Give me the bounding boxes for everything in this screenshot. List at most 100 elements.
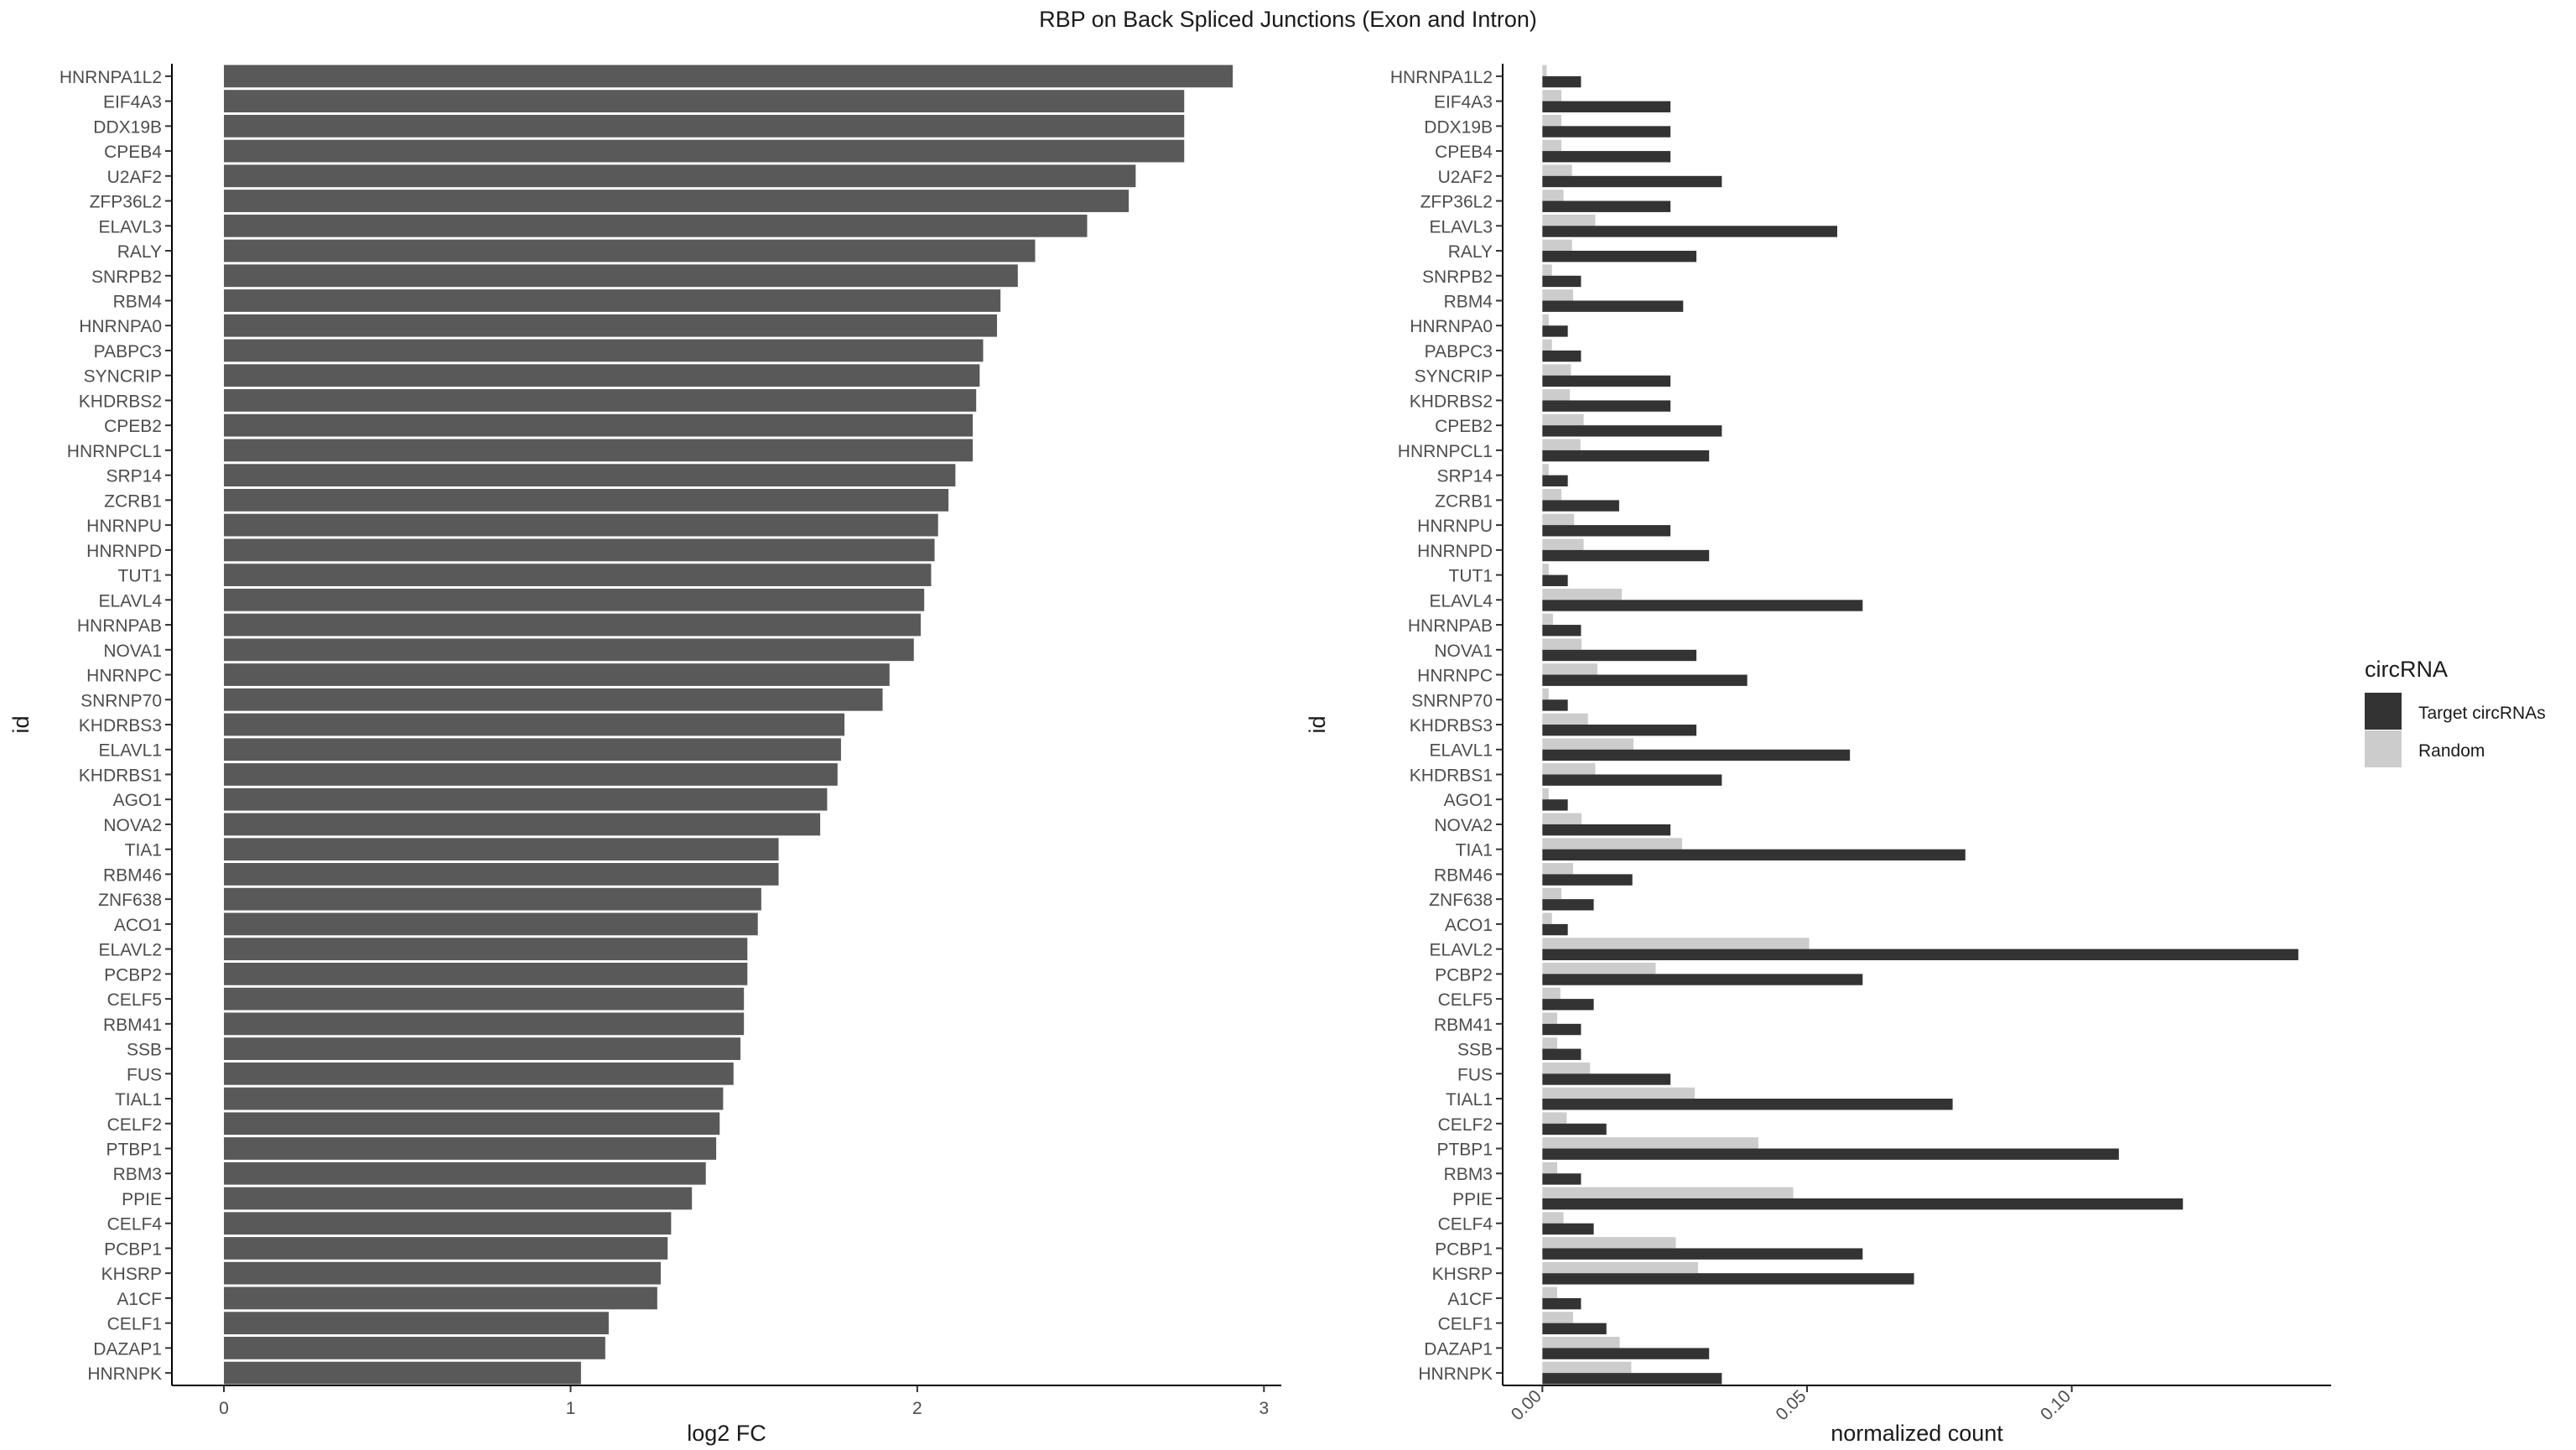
bar-target-khdrbs3	[1542, 725, 1697, 736]
y-tick-label-pabpc3: PABPC3	[1425, 342, 1493, 361]
bar-random-khdrbs1	[1542, 763, 1596, 775]
figure-title: RBP on Back Spliced Junctions (Exon and …	[1039, 7, 1537, 32]
y-tick-label-hnrnpcl1: HNRNPCL1	[1398, 442, 1493, 461]
bar-target-zcrb1	[1542, 500, 1619, 512]
bar-random-ssb	[1542, 1037, 1558, 1049]
bar-srp14	[224, 464, 956, 487]
y-tick-label-pcbp2: PCBP2	[104, 965, 162, 985]
y-tick-label-dazap1: DAZAP1	[1424, 1339, 1493, 1359]
y-tick-label-ddx19b: DDX19B	[1424, 117, 1493, 137]
y-tick-label-hnrnpu: HNRNPU	[1417, 517, 1493, 536]
bar-target-pabpc3	[1542, 350, 1581, 362]
y-tick-label-hnrnpk: HNRNPK	[87, 1364, 162, 1384]
bar-ddx19b	[224, 114, 1185, 138]
y-tick-label-elavl3: ELAVL3	[1430, 217, 1493, 236]
bar-hnrnpu	[224, 513, 938, 537]
y-tick-label-khdrbs2: KHDRBS2	[79, 392, 162, 411]
y-tick-label-a1cf: A1CF	[117, 1290, 162, 1309]
bar-random-snrnp70	[1542, 688, 1549, 700]
bar-target-elavl3	[1542, 226, 1837, 237]
bar-aco1	[224, 912, 758, 936]
bar-random-znf638	[1542, 887, 1562, 900]
y-tick-label-cpeb4: CPEB4	[104, 143, 162, 162]
bar-random-syncrip	[1542, 364, 1571, 376]
y-tick-label-tut1: TUT1	[118, 567, 163, 586]
y-tick-label-fus: FUS	[1457, 1065, 1493, 1084]
bar-random-khdrbs3	[1542, 713, 1588, 725]
legend-label-random: Random	[2418, 741, 2485, 761]
y-tick-label-syncrip: SYNCRIP	[84, 367, 162, 387]
bar-random-khdrbs2	[1542, 389, 1571, 401]
y-tick-label-rbm3: RBM3	[1444, 1165, 1493, 1184]
y-tick-label-ssb: SSB	[1457, 1041, 1493, 1060]
y-tick-label-tia1: TIA1	[125, 841, 162, 860]
bar-random-ptbp1	[1542, 1137, 1758, 1149]
bar-random-a1cf	[1542, 1286, 1558, 1298]
bar-rbm4	[224, 289, 1001, 312]
bar-target-khdrbs1	[1542, 774, 1722, 786]
bar-eif4a3	[224, 90, 1185, 112]
bar-a1cf	[224, 1286, 657, 1310]
y-tick-label-pcbp1: PCBP1	[104, 1240, 162, 1259]
x-tick-label-1: 1	[566, 1399, 576, 1418]
y-tick-label-ago1: AGO1	[113, 791, 162, 810]
bar-snrpb2	[224, 264, 1018, 288]
y-tick-label-ago1: AGO1	[1444, 791, 1493, 810]
bar-random-elavl1	[1542, 738, 1633, 750]
bar-target-hnrnpa1l2	[1542, 75, 1581, 88]
y-tick-label-cpeb4: CPEB4	[1435, 143, 1493, 162]
bar-random-hnrnpk	[1542, 1361, 1632, 1374]
bar-random-hnrnpab	[1542, 613, 1553, 626]
bar-target-aco1	[1542, 923, 1568, 936]
bar-khsrp	[224, 1261, 661, 1285]
y-tick-label-hnrnpu: HNRNPU	[86, 517, 162, 536]
bar-hnrnpa0	[224, 314, 997, 337]
bar-tia1	[224, 838, 779, 861]
bar-ptbp1	[224, 1137, 717, 1160]
bar-random-celf4	[1542, 1212, 1564, 1224]
y-tick-label-ddx19b: DDX19B	[93, 117, 162, 137]
bar-celf1	[224, 1312, 609, 1335]
bar-cpeb4	[224, 139, 1185, 163]
y-tick-label-syncrip: SYNCRIP	[1415, 367, 1493, 387]
bar-random-pcbp1	[1542, 1237, 1676, 1249]
bar-random-rbm46	[1542, 863, 1573, 875]
bar-target-znf638	[1542, 899, 1594, 911]
bar-target-khdrbs2	[1542, 400, 1671, 412]
y-tick-label-khdrbs3: KHDRBS3	[79, 716, 162, 735]
y-tick-label-cpeb2: CPEB2	[104, 417, 162, 436]
y-tick-label-a1cf: A1CF	[1447, 1290, 1493, 1309]
bar-target-u2af2	[1542, 175, 1722, 188]
x-tick-label-2: 2	[912, 1399, 922, 1418]
bar-random-hnrnpc	[1542, 663, 1598, 675]
y-tick-label-tut1: TUT1	[1449, 567, 1493, 586]
bar-random-dazap1	[1542, 1337, 1620, 1349]
right-panel-y-tick-labels: HNRNPA1L2 EIF4A3 DDX19B CPEB4 U2AF2 ZFP36L2 EL…	[1390, 68, 1503, 1384]
y-tick-label-eif4a3: EIF4A3	[103, 93, 162, 112]
bar-ago1	[224, 787, 828, 811]
bar-hnrnpc	[224, 663, 890, 686]
y-tick-label-celf5: CELF5	[1438, 990, 1493, 1010]
bar-random-ago1	[1542, 787, 1549, 800]
y-tick-label-rbm41: RBM41	[1434, 1016, 1493, 1035]
bar-target-celf5	[1542, 999, 1594, 1011]
bar-cpeb2	[224, 413, 974, 437]
y-tick-label-hnrnpk: HNRNPK	[1418, 1364, 1493, 1384]
y-tick-label-dazap1: DAZAP1	[93, 1339, 162, 1359]
left-panel-x-ticks: 0 1 2 3	[219, 1385, 1269, 1418]
y-tick-label-hnrnpa1l2: HNRNPA1L2	[60, 68, 162, 87]
bar-target-tial1	[1542, 1099, 1953, 1110]
bar-target-elavl2	[1542, 948, 2298, 961]
y-tick-label-pabpc3: PABPC3	[94, 342, 162, 361]
bar-target-snrpb2	[1542, 275, 1581, 288]
y-tick-label-raly: RALY	[117, 242, 162, 262]
bar-target-hnrnpc	[1542, 674, 1748, 686]
bar-target-cpeb4	[1542, 151, 1671, 163]
bar-tial1	[224, 1087, 724, 1110]
bar-znf638	[224, 887, 761, 911]
bar-random-khsrp	[1542, 1261, 1698, 1274]
bar-elavl1	[224, 738, 841, 761]
y-tick-label-nova1: NOVA1	[1434, 642, 1493, 661]
bar-random-elavl4	[1542, 588, 1623, 600]
bar-target-hnrnpa0	[1542, 325, 1568, 337]
